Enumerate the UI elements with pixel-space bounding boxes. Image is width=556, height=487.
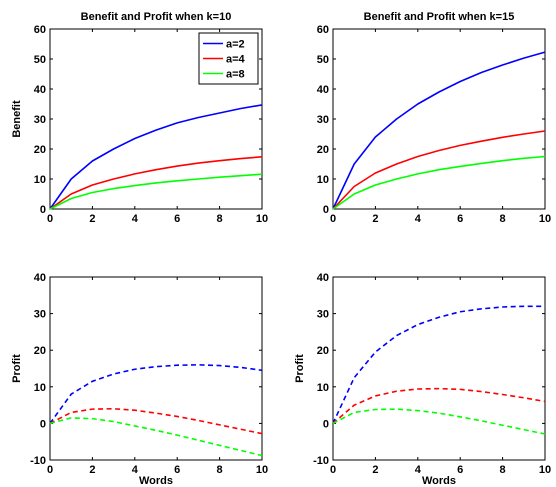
y-axis-label: Benefit xyxy=(11,100,23,138)
series-line-1 xyxy=(49,156,263,210)
series-line-2 xyxy=(332,408,546,435)
x-axis-label: Words xyxy=(422,475,456,487)
legend-label-2: a=8 xyxy=(226,69,245,81)
y-axis-label: Profit xyxy=(11,354,23,383)
y-tick-label: 60 xyxy=(317,24,329,36)
y-tick-label: 0 xyxy=(40,204,46,216)
y-tick-label: -10 xyxy=(313,455,329,467)
x-tick-label: 8 xyxy=(217,464,223,476)
x-tick-label: 6 xyxy=(174,464,180,476)
chart-title: Benefit and Profit when k=10 xyxy=(81,11,232,23)
x-tick-label: 8 xyxy=(500,464,506,476)
series-line-1 xyxy=(332,387,546,425)
legend-label-1: a=4 xyxy=(226,54,246,66)
y-tick-label: 40 xyxy=(34,272,46,284)
x-tick-label: 2 xyxy=(372,213,378,225)
x-axis-label: Words xyxy=(139,475,173,487)
x-tick-label: 6 xyxy=(457,213,463,225)
y-tick-label: 60 xyxy=(34,24,46,36)
series-line-0 xyxy=(49,364,263,424)
y-tick-label: 50 xyxy=(34,54,46,66)
x-tick-label: 0 xyxy=(47,213,53,225)
series-line-2 xyxy=(49,173,263,210)
y-tick-label: 10 xyxy=(34,174,46,186)
y-tick-label: 10 xyxy=(317,382,329,394)
y-tick-label: 0 xyxy=(323,204,329,216)
x-tick-label: 6 xyxy=(457,464,463,476)
x-tick-label: 0 xyxy=(47,464,53,476)
axes-frame xyxy=(332,276,546,461)
x-tick-label: 2 xyxy=(89,213,95,225)
y-tick-label: 0 xyxy=(323,418,329,430)
axes-frame xyxy=(332,28,546,210)
chart-title: Benefit and Profit when k=15 xyxy=(364,11,515,23)
y-tick-label: 20 xyxy=(34,144,46,156)
x-tick-label: 4 xyxy=(132,464,139,476)
series-line-1 xyxy=(49,407,263,435)
y-tick-label: 0 xyxy=(40,418,46,430)
series-line-1 xyxy=(332,130,546,210)
x-tick-label: 2 xyxy=(372,464,378,476)
panel-benefit-k10: 0 2 4 6 8 10 0 10 20 30 40 50 60 Benefit and Profit w… xyxy=(11,11,268,225)
series-line-2 xyxy=(332,155,546,210)
x-tick-label: 4 xyxy=(415,213,422,225)
y-axis-label: Profit xyxy=(294,354,306,383)
y-tick-label: 20 xyxy=(317,345,329,357)
x-tick-label: 8 xyxy=(217,213,223,225)
y-tick-label: 20 xyxy=(317,144,329,156)
x-tick-label: 0 xyxy=(330,464,336,476)
y-tick-label: 10 xyxy=(34,382,46,394)
y-tick-label: 30 xyxy=(34,309,46,321)
series-line-2 xyxy=(49,417,263,457)
y-tick-label: 40 xyxy=(34,84,46,96)
x-tick-label: 0 xyxy=(330,213,336,225)
y-tick-label: 20 xyxy=(34,345,46,357)
x-tick-label: 6 xyxy=(174,213,180,225)
panel-benefit-k15: 0 2 4 6 8 10 0 10 20 30 40 50 60 Benefit and Profit w… xyxy=(317,11,551,225)
series-line-0 xyxy=(49,104,263,210)
x-tick-label: 8 xyxy=(500,213,506,225)
x-tick-label: 10 xyxy=(539,213,551,225)
x-tick-label: 10 xyxy=(539,464,551,476)
legend-label-0: a=2 xyxy=(226,39,245,51)
y-tick-label: 30 xyxy=(317,309,329,321)
y-tick-label: 10 xyxy=(317,174,329,186)
y-tick-label: 50 xyxy=(317,54,329,66)
series-line-0 xyxy=(332,305,545,424)
y-tick-label: 30 xyxy=(317,114,329,126)
y-tick-label: 30 xyxy=(34,114,46,126)
x-tick-label: 2 xyxy=(89,464,95,476)
x-tick-label: 4 xyxy=(415,464,422,476)
y-tick-label: 40 xyxy=(317,84,329,96)
y-tick-label: -10 xyxy=(30,455,46,467)
y-tick-label: 40 xyxy=(317,272,329,284)
x-tick-label: 4 xyxy=(132,213,139,225)
x-tick-label: 10 xyxy=(256,464,268,476)
series-line-0 xyxy=(332,51,546,210)
legend: a=2 a=4 a=8 xyxy=(198,32,259,85)
axes-frame xyxy=(49,276,263,461)
x-tick-label: 10 xyxy=(256,213,268,225)
